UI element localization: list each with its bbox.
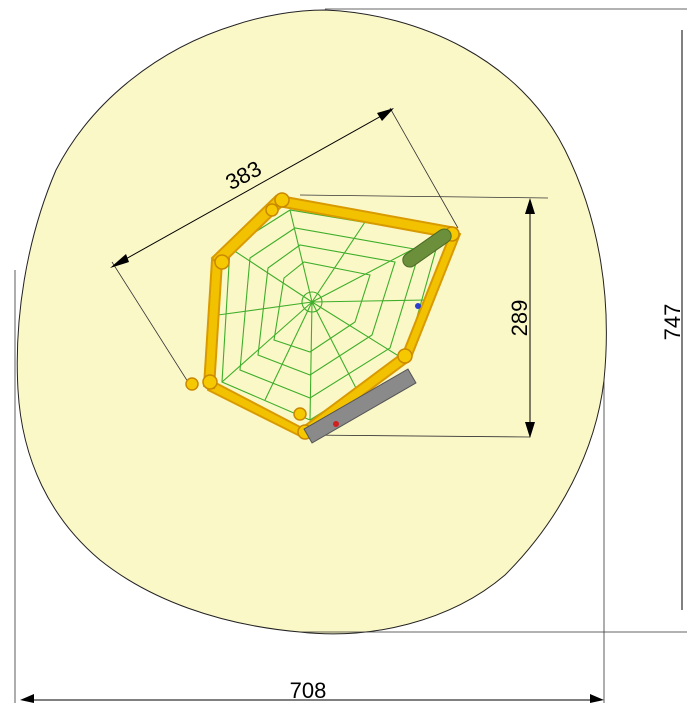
climbing-frame <box>185 192 462 444</box>
dimension-label-708: 708 <box>290 678 327 703</box>
dimension-line-383 <box>114 109 393 266</box>
arrow-383-start <box>110 254 129 268</box>
blue-detail <box>415 303 421 309</box>
extension-289-bottom <box>304 434 531 438</box>
post-left-lower <box>202 374 218 390</box>
dimension-label-289: 289 <box>507 300 532 337</box>
green-log <box>402 228 452 268</box>
arrow-289-bottom <box>525 422 535 438</box>
arrow-right-708 <box>590 694 604 703</box>
arrow-left-708 <box>20 694 34 703</box>
dimension-label-747: 747 <box>660 304 685 341</box>
extension-289-top <box>299 194 549 199</box>
post-bottom-right <box>397 348 413 364</box>
arrow-289-top <box>525 198 535 214</box>
post-far-left <box>185 377 199 391</box>
post-top <box>274 192 290 208</box>
grey-ramp <box>303 368 417 444</box>
post-mid-bottom <box>293 407 307 421</box>
arrow-383-end <box>377 108 394 121</box>
red-detail <box>333 421 339 427</box>
post-left-upper <box>214 254 230 270</box>
extension-383-left <box>111 261 189 383</box>
extension-383-right <box>389 107 459 229</box>
spider-web-net <box>217 209 441 421</box>
post-top-left <box>265 203 279 217</box>
